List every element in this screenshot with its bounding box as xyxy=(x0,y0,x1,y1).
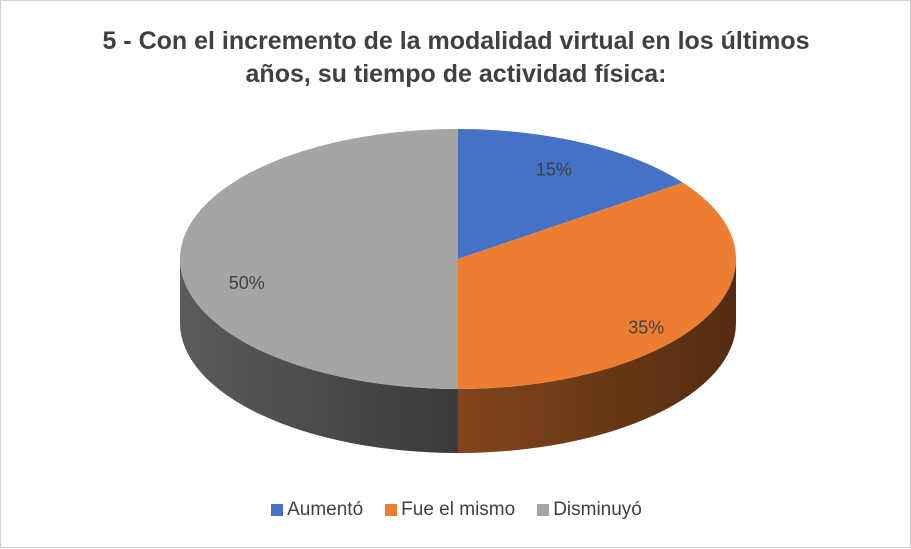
slice-side xyxy=(458,259,736,453)
slice xyxy=(458,129,683,259)
legend-item: Fue el mismo xyxy=(385,499,515,521)
legend-item: Aumentó xyxy=(271,499,363,521)
data-label: 50% xyxy=(229,273,265,293)
legend: Aumentó Fue el mismo Disminuyó xyxy=(1,499,911,521)
legend-swatch xyxy=(271,504,284,516)
legend-swatch xyxy=(537,504,550,516)
slice-side xyxy=(180,259,458,453)
chart-title: 5 - Con el incremento de la modalidad vi… xyxy=(102,27,810,88)
data-label: 35% xyxy=(628,318,664,338)
legend-swatch xyxy=(385,504,398,516)
data-label: 15% xyxy=(536,160,572,180)
legend-item: Disminuyó xyxy=(537,499,642,521)
legend-label: Aumentó xyxy=(287,499,364,520)
legend-label: Fue el mismo xyxy=(401,499,516,520)
slice xyxy=(458,182,737,389)
legend-label: Disminuyó xyxy=(553,499,642,520)
slice xyxy=(180,129,458,389)
